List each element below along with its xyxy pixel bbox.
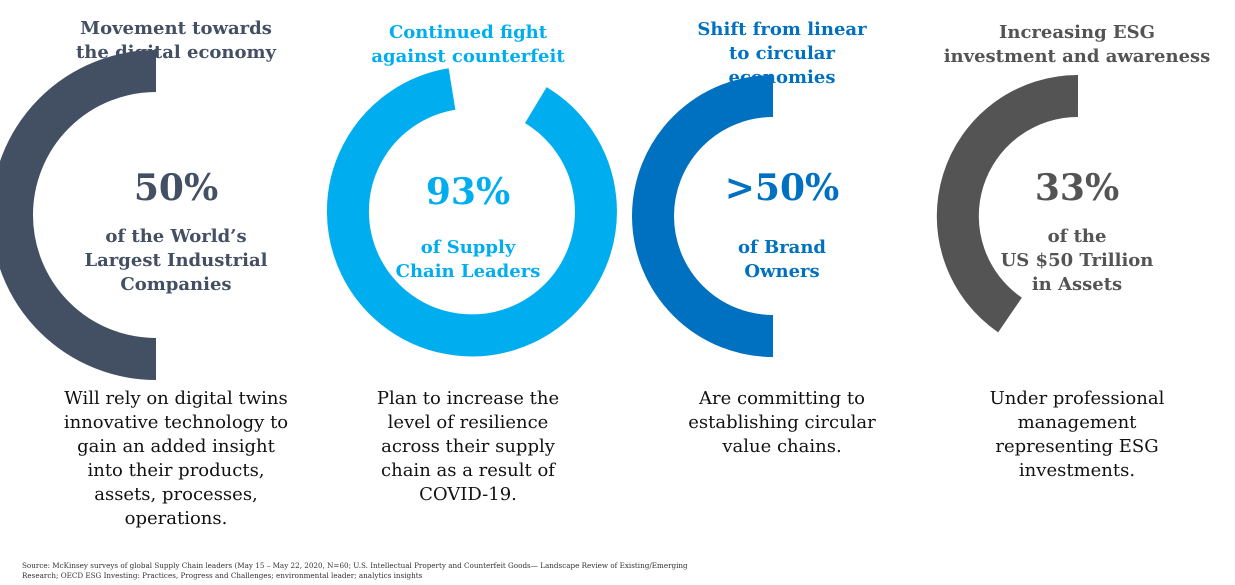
stat-value: 50% — [133, 167, 219, 209]
donut-chart — [0, 50, 157, 380]
stat-label: of Brand Owners — [737, 237, 827, 282]
stat-column-esg-investment: Increasing ESG investment and awareness … — [927, 0, 1227, 540]
donut-arc — [0, 50, 157, 380]
stat-column-circular-economy: Shift from linear to circular economies … — [632, 0, 932, 540]
column-heading: Continued fight against counterfeit — [371, 22, 565, 67]
donut-arc — [632, 75, 774, 357]
column-heading: Increasing ESG investment and awareness — [943, 22, 1211, 67]
stat-description: Under professional management representi… — [989, 388, 1165, 481]
column-heading: Shift from linear to circular economies — [697, 19, 867, 88]
donut-chart — [632, 75, 774, 357]
stat-label: of Supply Chain Leaders — [395, 237, 541, 282]
stat-label: of the US $50 Trillion in Assets — [1000, 226, 1154, 295]
stat-value: 33% — [1034, 167, 1120, 209]
donut-chart — [936, 74, 1079, 333]
stat-description: Will rely on digital twins innovative te… — [63, 388, 289, 529]
stat-description: Are committing to establishing circular … — [688, 388, 876, 457]
stat-value: >50% — [724, 167, 840, 209]
stat-description: Plan to increase the level of resilience… — [376, 388, 560, 505]
stat-label: of the World’s Largest Industrial Compan… — [84, 226, 268, 295]
donut-chart — [326, 68, 617, 357]
stat-column-counterfeit: Continued fight against counterfeit 93% … — [318, 0, 618, 540]
donut-arc — [326, 68, 617, 357]
stat-column-digital-economy: Movement towards the digital economy 50%… — [0, 0, 326, 540]
donut-arc — [936, 74, 1079, 333]
stat-value: 93% — [425, 171, 511, 213]
source-footnote: Source: McKinsey surveys of global Suppl… — [22, 561, 688, 580]
